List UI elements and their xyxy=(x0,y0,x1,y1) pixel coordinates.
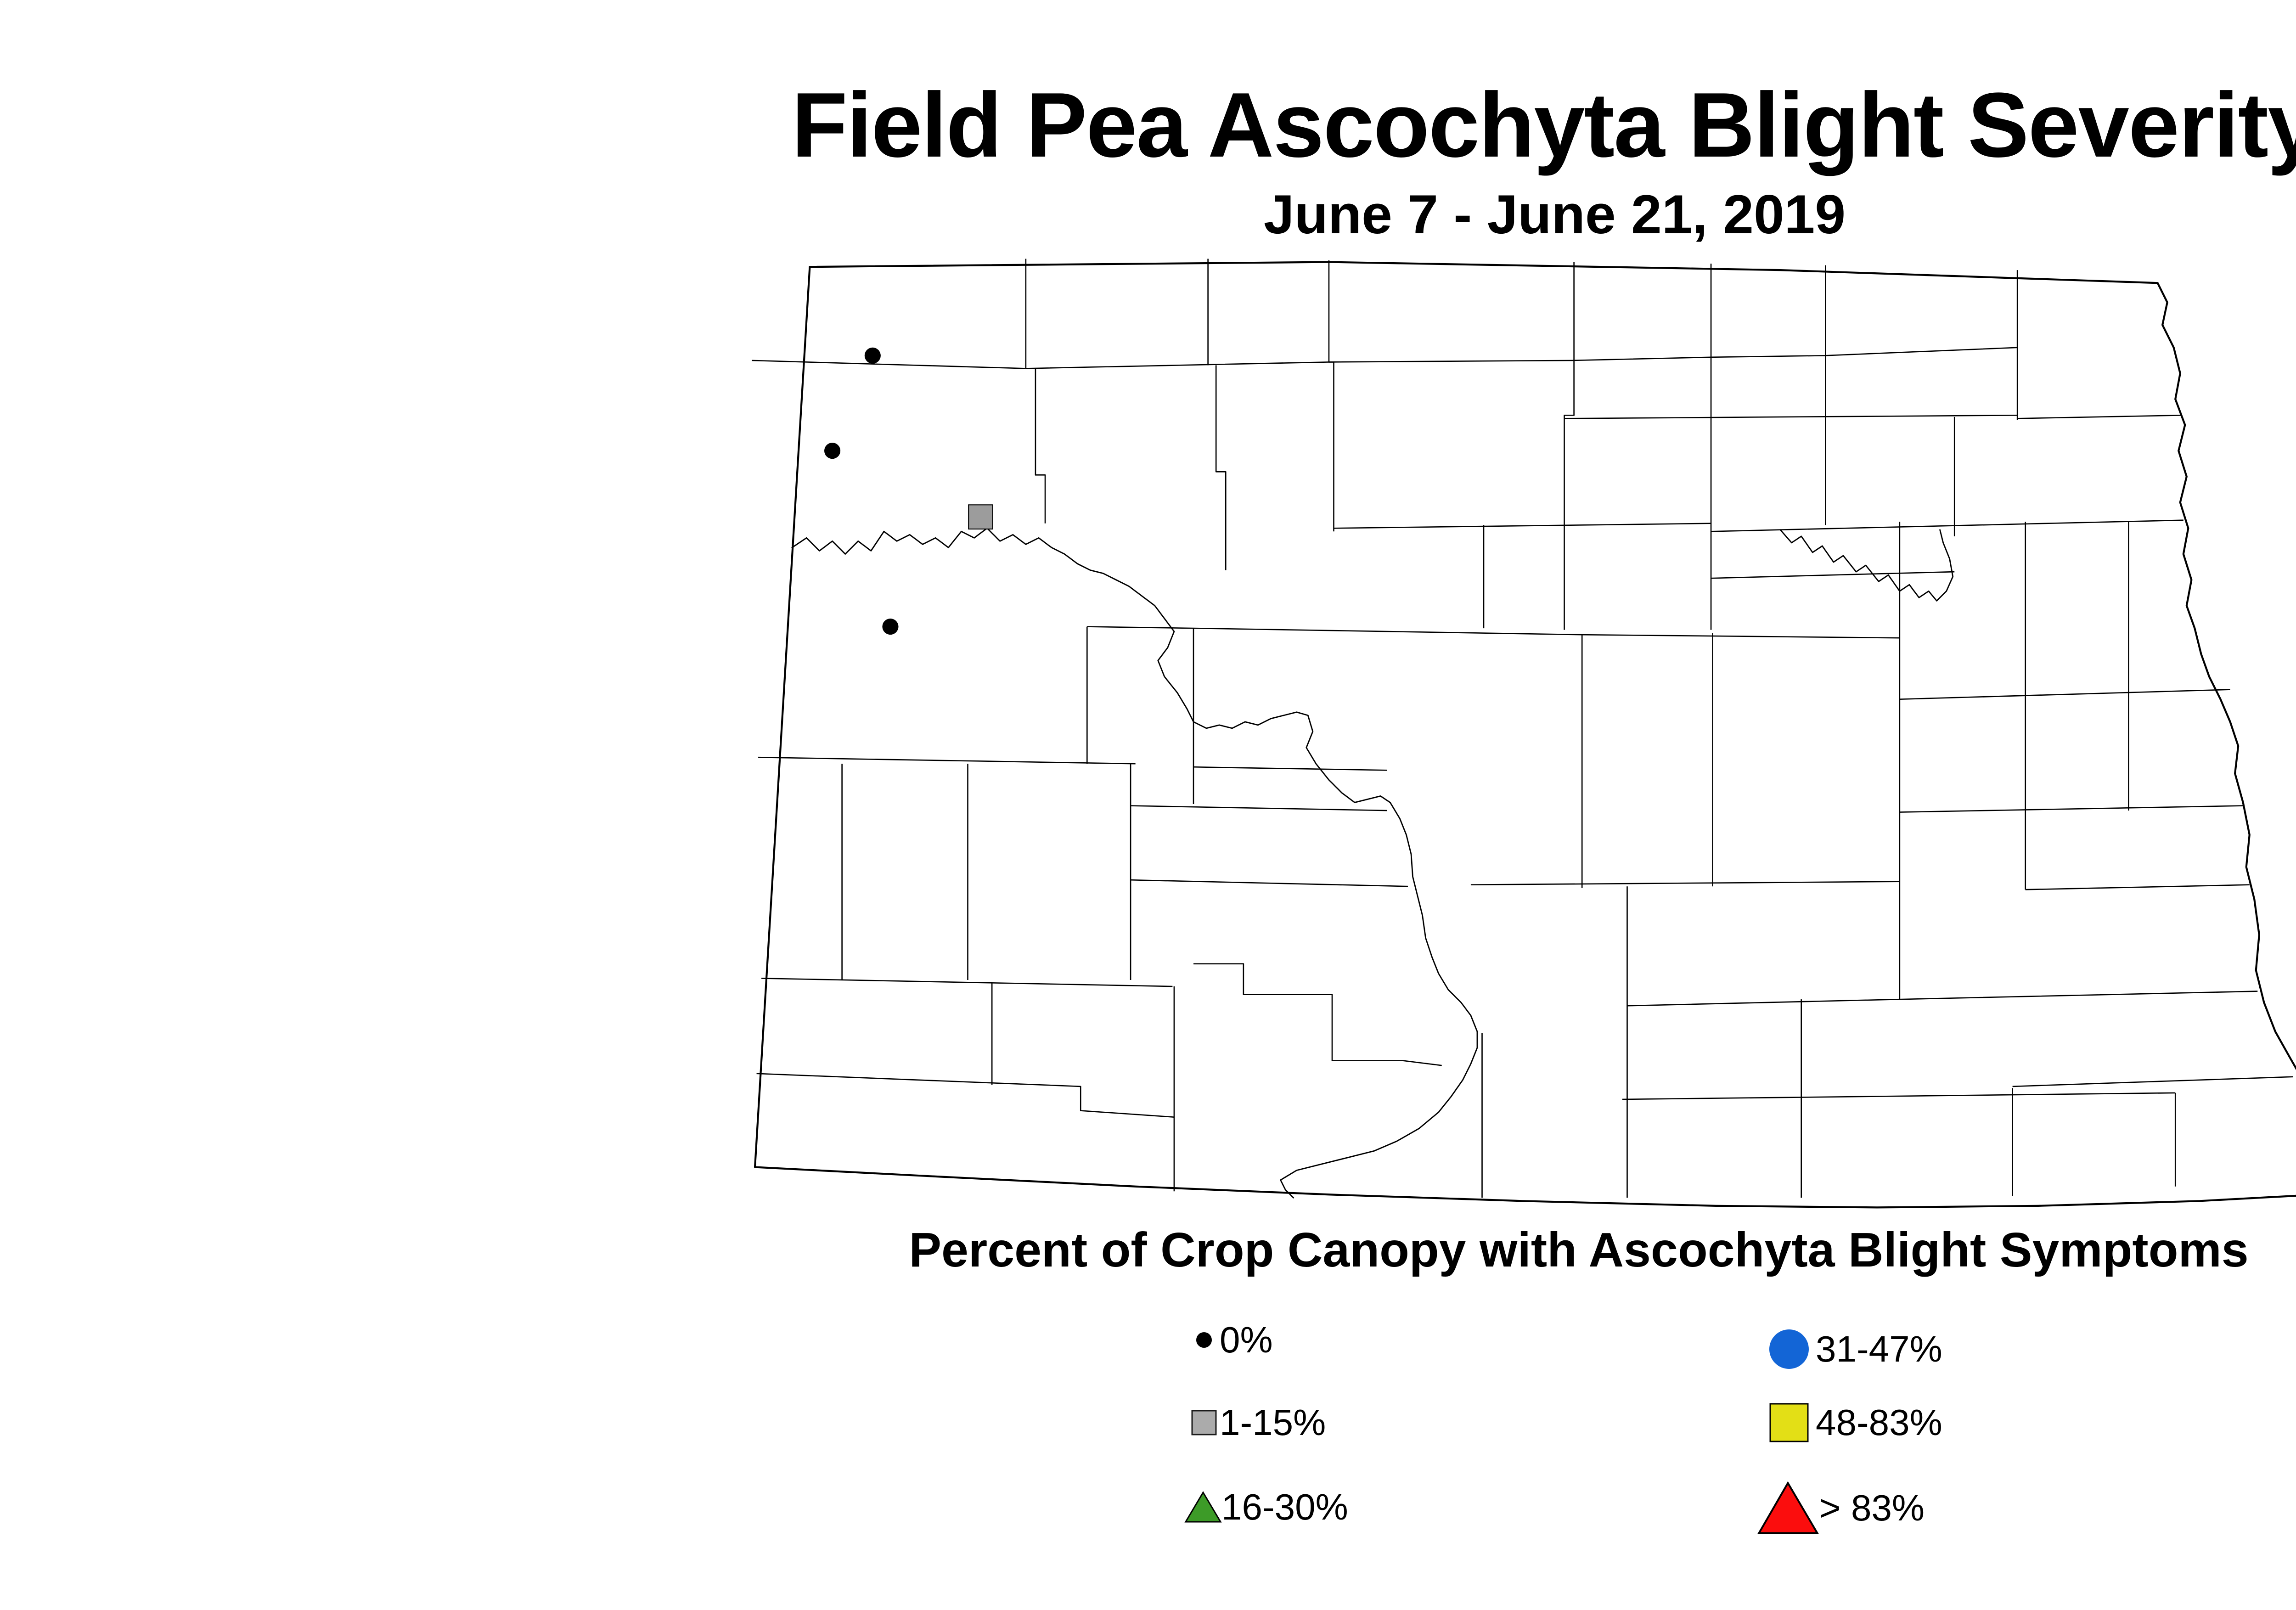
page-title: Field Pea Ascochyta Blight Severity xyxy=(791,74,2296,176)
legend-title: Percent of Crop Canopy with Ascochyta Bl… xyxy=(909,1223,2249,1277)
map-point-1-15% xyxy=(968,504,993,530)
county-boundaries xyxy=(751,259,2293,1198)
legend-label: 48-83% xyxy=(1816,1402,1942,1443)
gray-square-icon xyxy=(1191,1409,1217,1436)
map-points xyxy=(824,347,993,635)
yellow-square-icon xyxy=(1769,1402,1809,1443)
nd-county-map-svg xyxy=(751,259,2296,1209)
nd-county-map xyxy=(748,254,2296,1222)
page-subtitle: June 7 - June 21, 2019 xyxy=(1263,184,1846,245)
missouri-river-line xyxy=(791,527,1478,1199)
legend-label: 31-47% xyxy=(1816,1329,1942,1369)
legend-label: > 83% xyxy=(1819,1487,1925,1528)
blue-circle-icon xyxy=(1768,1329,1810,1370)
red-triangle-icon xyxy=(1757,1481,1819,1535)
legend-label: 16-30% xyxy=(1221,1486,1348,1527)
map-point-0% xyxy=(882,619,899,635)
map-point-0% xyxy=(864,347,881,364)
legend-label: 1-15% xyxy=(1220,1402,1326,1443)
devils-lake-line xyxy=(1779,529,1954,602)
dot-0pct-icon xyxy=(1196,1332,1212,1348)
green-triangle-icon xyxy=(1184,1491,1222,1523)
legend-label: 0% xyxy=(1220,1319,1273,1360)
map-point-0% xyxy=(824,443,841,459)
state-outline xyxy=(754,261,2296,1209)
